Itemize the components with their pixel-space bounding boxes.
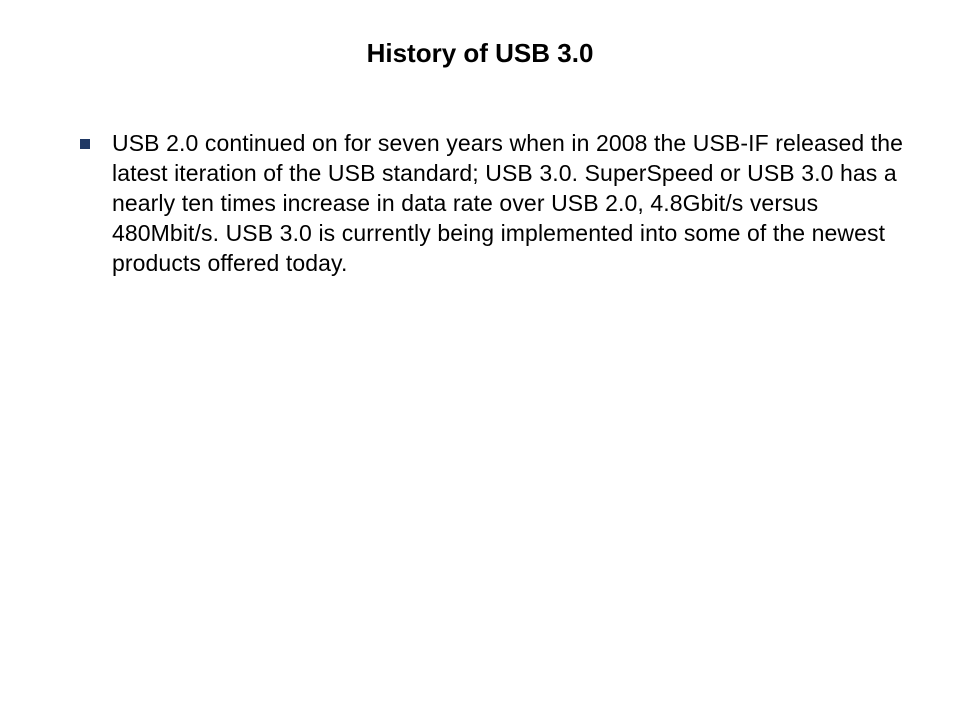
slide-container: History of USB 3.0 USB 2.0 continued on … xyxy=(0,0,960,720)
bullet-text: USB 2.0 continued on for seven years whe… xyxy=(112,129,910,278)
slide-content: USB 2.0 continued on for seven years whe… xyxy=(50,129,910,278)
square-bullet-icon xyxy=(80,139,90,149)
bullet-item: USB 2.0 continued on for seven years whe… xyxy=(80,129,910,278)
slide-title: History of USB 3.0 xyxy=(50,38,910,69)
